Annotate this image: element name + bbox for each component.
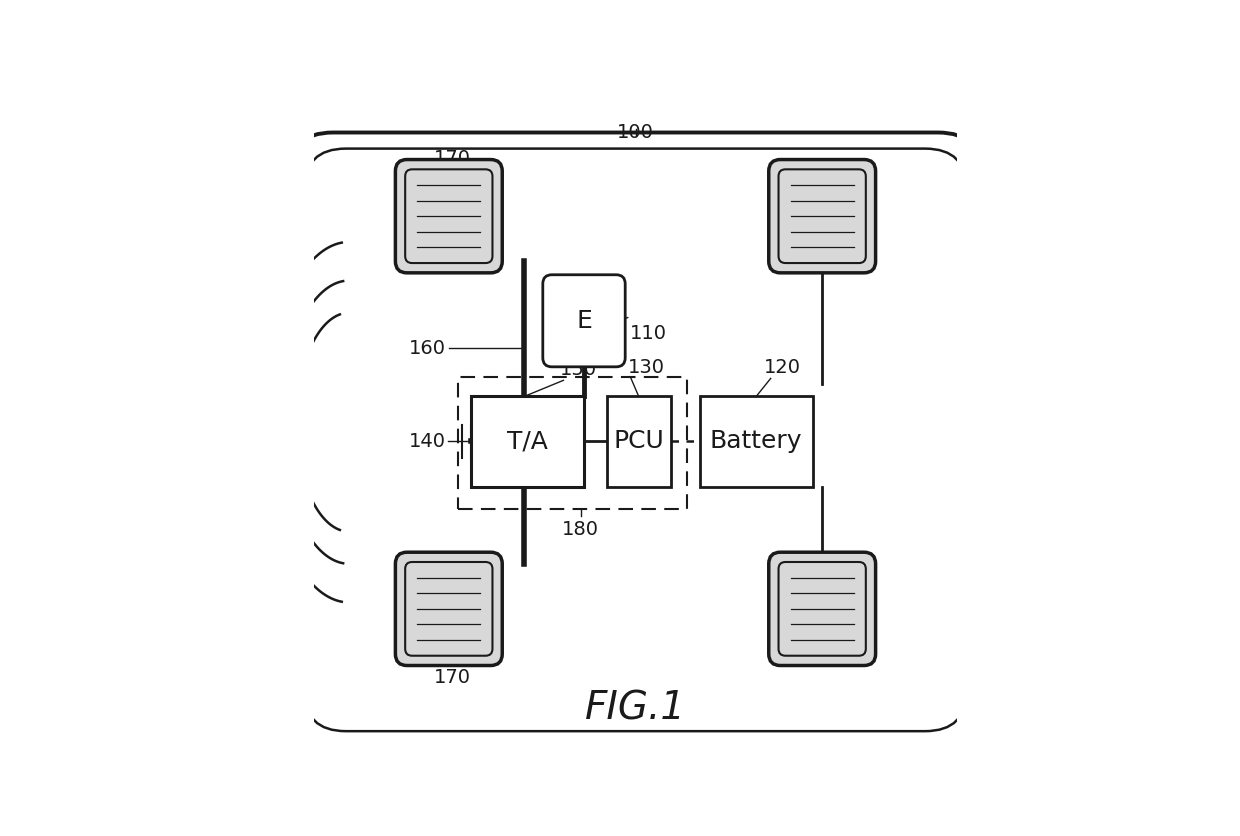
FancyBboxPatch shape <box>543 275 625 367</box>
Text: 140: 140 <box>409 432 445 451</box>
FancyBboxPatch shape <box>769 553 875 665</box>
Text: 120: 120 <box>764 358 801 377</box>
FancyBboxPatch shape <box>779 170 866 263</box>
Text: 180: 180 <box>562 520 599 539</box>
Text: 160: 160 <box>409 339 445 358</box>
FancyBboxPatch shape <box>405 562 492 655</box>
FancyBboxPatch shape <box>471 396 584 487</box>
FancyBboxPatch shape <box>288 133 983 751</box>
Text: Battery: Battery <box>711 430 802 453</box>
FancyBboxPatch shape <box>779 562 866 655</box>
Text: FIG.1: FIG.1 <box>585 690 686 728</box>
FancyBboxPatch shape <box>699 396 812 487</box>
FancyBboxPatch shape <box>396 553 502 665</box>
Text: 110: 110 <box>630 324 667 344</box>
Text: 150: 150 <box>560 360 598 379</box>
FancyBboxPatch shape <box>396 160 502 273</box>
FancyBboxPatch shape <box>769 160 875 273</box>
Text: 170: 170 <box>434 149 470 168</box>
Text: 170: 170 <box>434 668 470 687</box>
FancyBboxPatch shape <box>606 396 671 487</box>
FancyBboxPatch shape <box>405 170 492 263</box>
Text: T/A: T/A <box>507 430 548 453</box>
Text: 100: 100 <box>618 123 653 142</box>
Text: PCU: PCU <box>614 430 665 453</box>
Text: 130: 130 <box>627 358 665 377</box>
Text: E: E <box>577 308 591 333</box>
